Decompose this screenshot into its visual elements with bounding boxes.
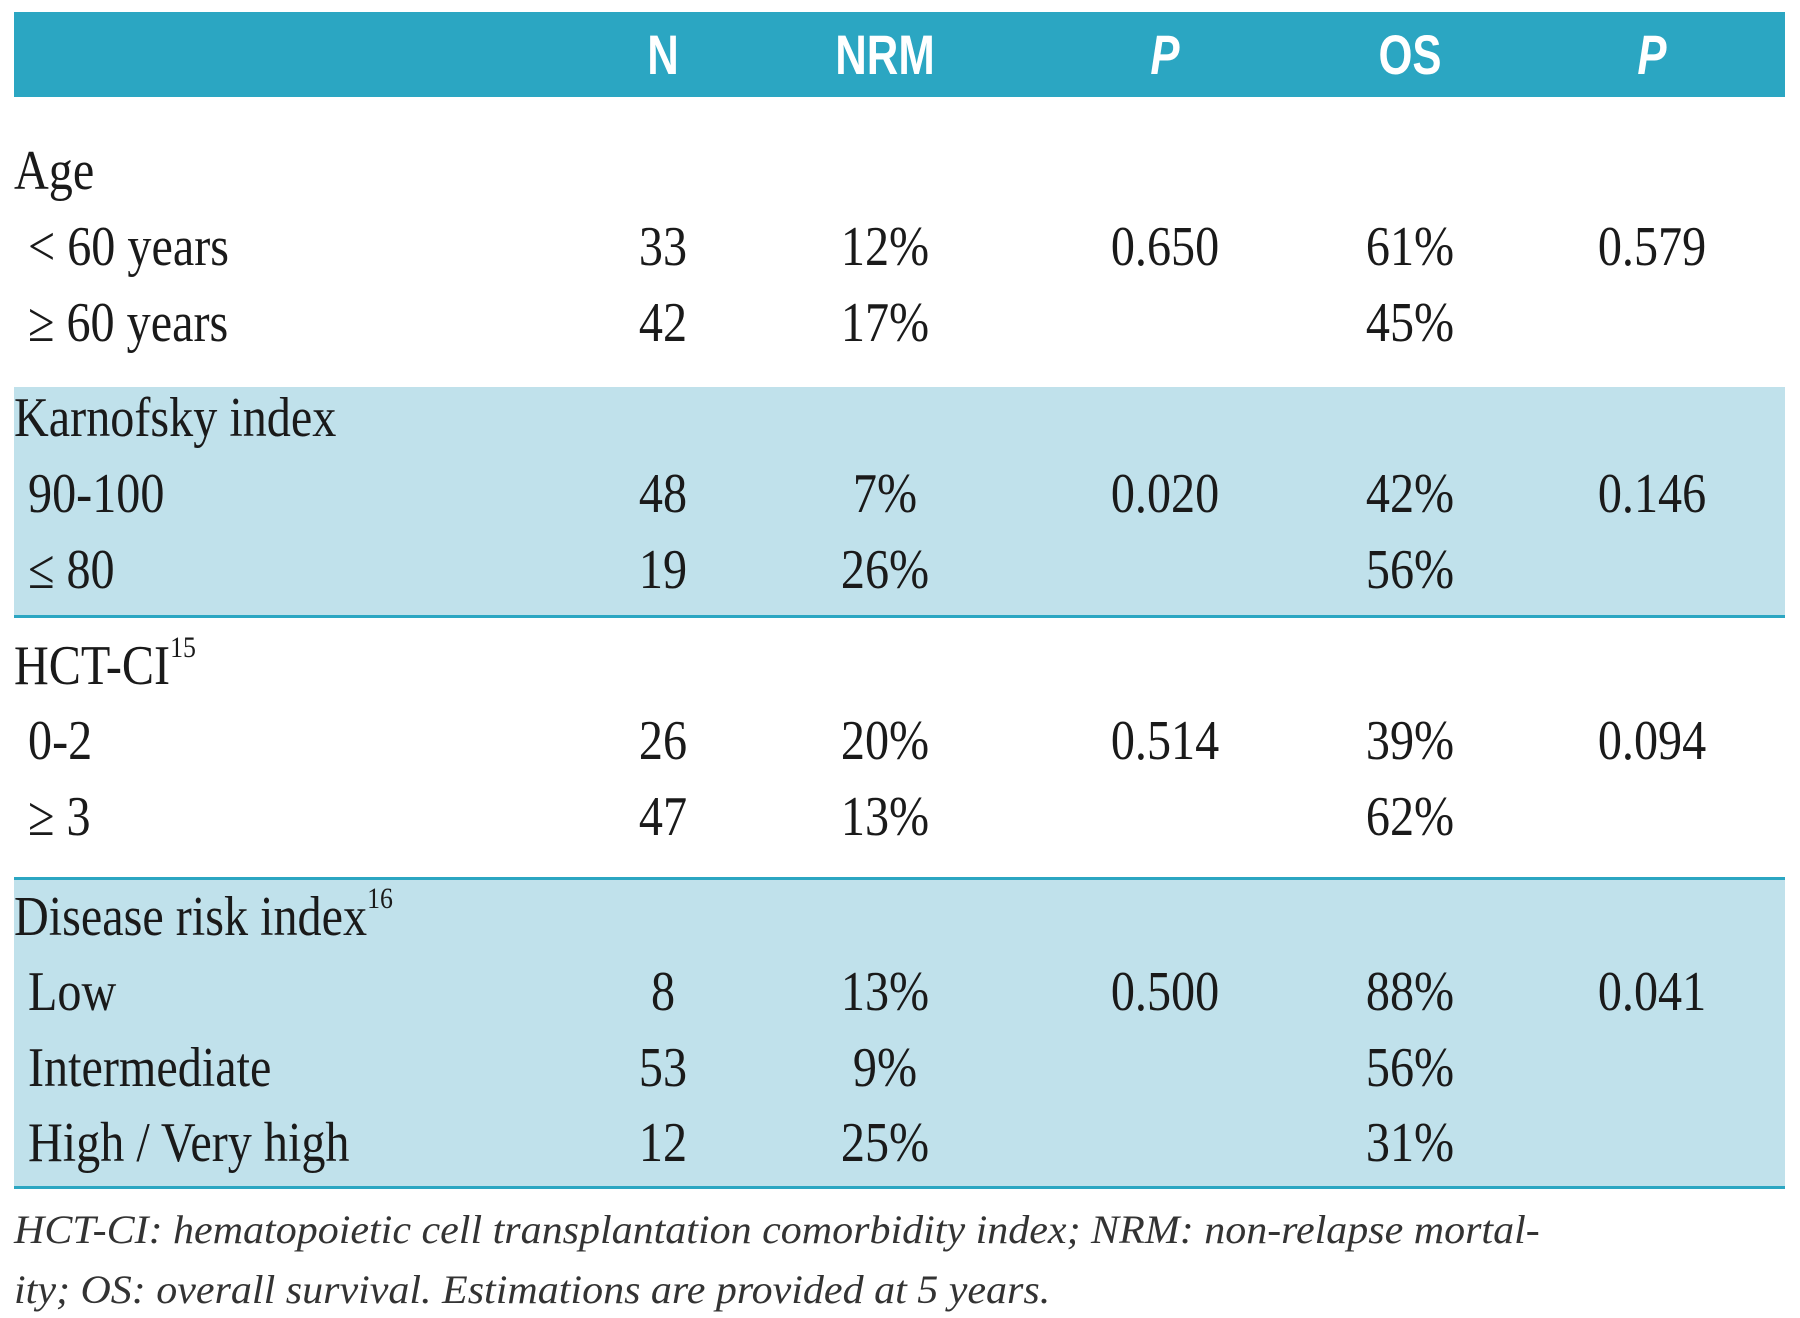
row-label: 90-100 [28,463,165,525]
row-label: ≥ 60 years [28,292,229,354]
table-row: ≤ 80 19 26% 56% [0,532,1800,608]
hctci-bottom-rule [14,877,1785,880]
table-row: < 60 years 33 12% 0.650 61% 0.579 [0,209,1800,285]
cell-os: 42% [1365,463,1455,525]
group-title-text: HCT-CI [14,635,171,697]
cell-p-nrm: 0.020 [1110,463,1220,525]
group-title-row: Disease risk index16 [0,879,1800,955]
cell-os: 88% [1365,961,1455,1023]
cell-nrm: 26% [840,539,930,601]
group-title: Disease risk index16 [14,879,393,955]
table-row: High / Very high 12 25% 31% [0,1105,1800,1181]
reference-superscript: 16 [367,882,393,915]
karnofsky-band [14,387,1785,618]
cell-os: 45% [1365,292,1455,354]
group-title-row: Age [0,133,1800,209]
group-title: Age [14,133,94,209]
cell-os: 39% [1365,710,1455,772]
cell-nrm: 7% [852,463,918,525]
group-title-row: HCT-CI15 [0,628,1800,704]
group-title: HCT-CI15 [14,628,196,704]
cell-n: 33 [638,216,688,278]
cell-p-os: 0.041 [1597,961,1707,1023]
cell-nrm: 20% [840,710,930,772]
column-header-p-os: P [1637,23,1667,86]
cell-p-os: 0.094 [1597,710,1707,772]
column-header-os: OS [1378,23,1442,86]
cell-n: 53 [638,1037,688,1099]
table-header: N NRM P OS P [14,12,1785,97]
cell-nrm: 12% [840,216,930,278]
row-label: < 60 years [28,216,230,278]
row-label: Intermediate [28,1037,272,1099]
cell-os: 61% [1365,216,1455,278]
row-label: 0-2 [28,710,93,772]
group-title-text: Karnofsky index [14,387,337,449]
table-row: Intermediate 53 9% 56% [0,1030,1800,1106]
cell-p-nrm: 0.650 [1110,216,1220,278]
cell-nrm: 13% [840,961,930,1023]
cell-nrm: 17% [840,292,930,354]
cell-n: 19 [638,539,688,601]
reference-superscript: 15 [170,631,196,664]
row-label: High / Very high [28,1112,350,1174]
cell-p-os: 0.579 [1597,216,1707,278]
table-row: ≥ 60 years 42 17% 45% [0,285,1800,361]
column-header-nrm: NRM [835,23,935,86]
group-title-text: Age [14,140,95,202]
cell-n: 47 [638,786,688,848]
cell-os: 56% [1365,539,1455,601]
group-title-text: Disease risk index [14,886,368,948]
cell-n: 26 [638,710,688,772]
group-title-row: Karnofsky index [0,380,1800,456]
row-label: ≥ 3 [28,786,91,848]
table-row: 0-2 26 20% 0.514 39% 0.094 [0,703,1800,779]
cell-n: 42 [638,292,688,354]
column-header-n: N [647,23,679,86]
row-label: Low [28,961,117,1023]
cell-n: 12 [638,1112,688,1174]
cell-n: 8 [650,961,676,1023]
cell-nrm: 13% [840,786,930,848]
table-row: 90-100 48 7% 0.020 42% 0.146 [0,456,1800,532]
cell-p-nrm: 0.514 [1110,710,1220,772]
table-row: Low 8 13% 0.500 88% 0.041 [0,954,1800,1030]
column-header-p-nrm: P [1150,23,1180,86]
cell-p-nrm: 0.500 [1110,961,1220,1023]
row-label: ≤ 80 [28,539,115,601]
cell-os: 62% [1365,786,1455,848]
table-row: ≥ 3 47 13% 62% [0,779,1800,855]
cell-os: 31% [1365,1112,1455,1174]
disease-risk-band [14,880,1785,1189]
cell-nrm: 25% [840,1112,930,1174]
footnote-line-1: HCT-CI: hematopoietic cell transplantati… [14,1207,1540,1252]
footnote-line-2: ity; OS: overall survival. Estimations a… [14,1267,1051,1312]
group-title: Karnofsky index [14,380,336,456]
cell-os: 56% [1365,1037,1455,1099]
cell-n: 48 [638,463,688,525]
cell-nrm: 9% [852,1037,918,1099]
cell-p-os: 0.146 [1597,463,1707,525]
